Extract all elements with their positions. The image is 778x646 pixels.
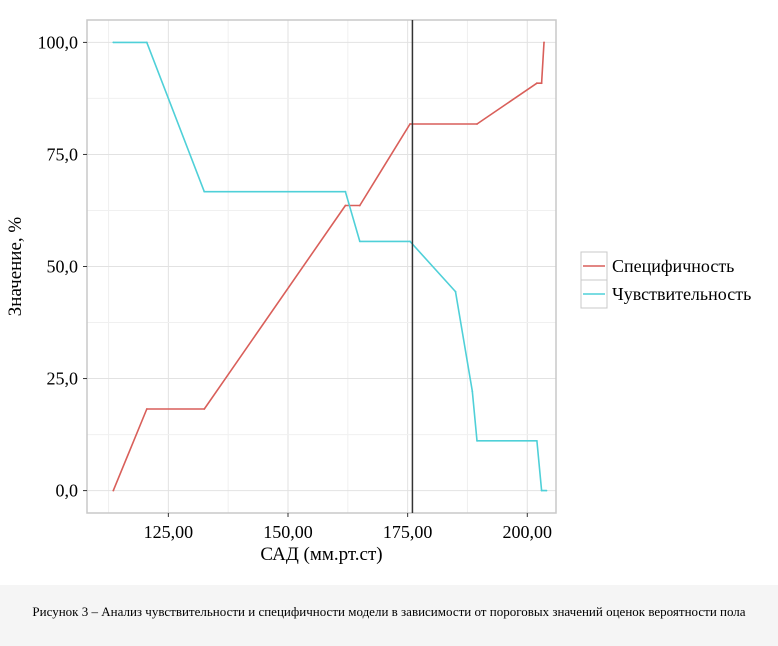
y-tick-label: 75,0: [47, 144, 79, 164]
tick-labels: 125,00 150,00 175,00 200,00 0,0 25,0 50,0 75,0 1…: [38, 32, 553, 542]
legend: Специфичность Чувствительность: [580, 251, 751, 309]
series-1-point: [344, 190, 347, 193]
series-0-point: [344, 204, 347, 207]
y-tick-label: 0,0: [56, 481, 79, 501]
series-layer: [112, 41, 548, 492]
y-tick-label: 100,0: [38, 32, 79, 52]
series-line-1: [113, 41, 547, 492]
series-0-point: [409, 123, 411, 125]
y-tick-label: 25,0: [47, 369, 79, 389]
series-0-point: [543, 41, 545, 44]
series-0-point: [203, 408, 206, 410]
legend-label: Чувствительность: [612, 284, 751, 304]
chart-svg: 125,00 150,00 175,00 200,00 0,0 25,0 50,0 75,0 1…: [5, 19, 751, 565]
legend-label: Специфичность: [612, 256, 734, 276]
figure-caption: Рисунок 3 – Анализ чувствительности и сп…: [32, 604, 746, 619]
series-1-point: [203, 190, 206, 193]
series-1-point: [535, 439, 538, 442]
series-1-point: [540, 489, 543, 492]
x-tick-label: 200,00: [503, 522, 553, 542]
series-0-point: [145, 408, 148, 410]
series-1-point: [476, 439, 478, 442]
grid: [87, 20, 556, 513]
x-tick-label: 150,00: [263, 522, 313, 542]
x-axis-label: САД (мм.рт.ст): [260, 544, 382, 565]
y-axis-label: Значение, %: [5, 217, 26, 317]
series-1-point: [145, 41, 148, 44]
series-1-point: [112, 41, 115, 44]
series-0-point: [535, 82, 538, 85]
series-1-point: [471, 390, 474, 392]
x-tick-label: 175,00: [383, 522, 433, 542]
series-1-point: [358, 240, 361, 243]
series-1-point: [545, 489, 548, 492]
series-0-point: [112, 489, 115, 492]
series-0-point: [540, 82, 543, 85]
series-1-point: [454, 290, 457, 293]
series-1-point: [409, 240, 411, 243]
series-0-point: [358, 204, 361, 207]
x-tick-label: 125,00: [144, 522, 194, 542]
chart-container: 125,00 150,00 175,00 200,00 0,0 25,0 50,0 75,0 1…: [5, 19, 751, 565]
series-line-0: [112, 42, 545, 491]
caption-band: Рисунок 3 – Анализ чувствительности и сп…: [0, 585, 778, 646]
series-0-point: [476, 123, 478, 125]
y-tick-label: 50,0: [47, 257, 79, 277]
